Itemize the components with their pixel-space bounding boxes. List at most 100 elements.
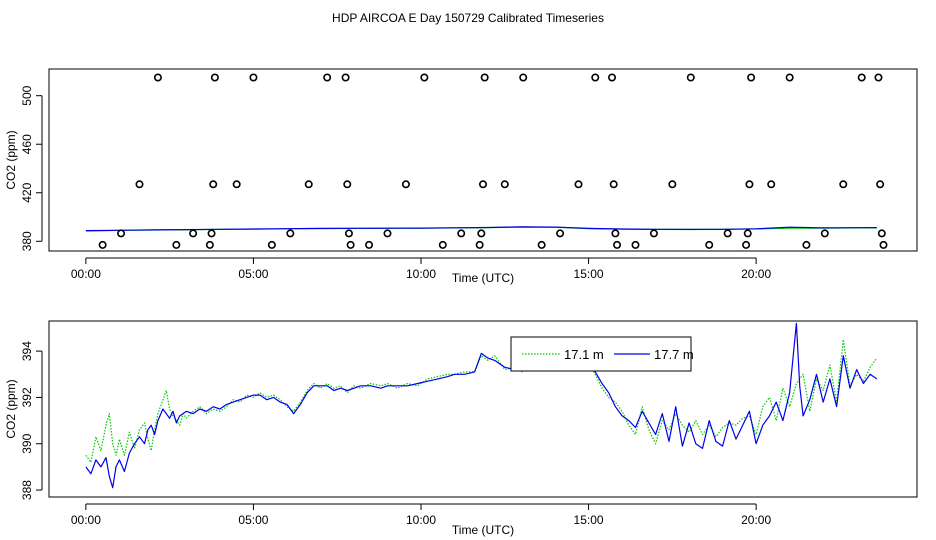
x-tick-label: 20:00 bbox=[741, 513, 771, 527]
calibration-point bbox=[611, 229, 620, 238]
x-tick-label: 10:00 bbox=[406, 513, 436, 527]
calibration-point bbox=[742, 240, 751, 249]
y-tick-label: 500 bbox=[20, 85, 34, 105]
chart-title: HDP AIRCOA E Day 150729 Calibrated Times… bbox=[332, 11, 604, 25]
series-line-1 bbox=[85, 322, 878, 489]
bottom-y-axis: 388 390 392 394 bbox=[20, 341, 43, 500]
calibration-point bbox=[135, 180, 144, 189]
calibration-point bbox=[232, 180, 241, 189]
calibration-point bbox=[420, 73, 429, 82]
x-tick-label: 00:00 bbox=[71, 513, 101, 527]
calibration-point bbox=[574, 180, 583, 189]
calibration-point bbox=[745, 180, 754, 189]
y-tick-label: 390 bbox=[20, 433, 34, 453]
calibration-point bbox=[457, 229, 466, 238]
calibration-point bbox=[477, 229, 486, 238]
calibration-point bbox=[500, 180, 509, 189]
calibration-point bbox=[519, 73, 528, 82]
legend-label-17-7: 17.7 m bbox=[654, 347, 694, 362]
calibration-point bbox=[210, 73, 219, 82]
calibration-point bbox=[478, 180, 487, 189]
calibration-point bbox=[343, 180, 352, 189]
calibration-point bbox=[438, 240, 447, 249]
y-tick-label: 388 bbox=[20, 480, 34, 500]
calibration-point bbox=[383, 229, 392, 238]
bottom-y-axis-title: CO2 (ppm) bbox=[4, 379, 18, 438]
calibration-point bbox=[98, 240, 107, 249]
calibration-point bbox=[839, 180, 848, 189]
calibration-point bbox=[879, 240, 888, 249]
calibration-point bbox=[323, 73, 332, 82]
top-calibration-points bbox=[98, 73, 888, 249]
calibration-point bbox=[613, 240, 622, 249]
calibration-point bbox=[480, 73, 489, 82]
calibration-point bbox=[857, 73, 866, 82]
top-series-lines bbox=[85, 226, 877, 232]
bottom-x-axis: 00:00 05:00 10:00 15:00 20:00 bbox=[71, 503, 771, 527]
x-tick-label: 05:00 bbox=[238, 513, 268, 527]
y-tick-label: 380 bbox=[20, 231, 34, 251]
calibration-point bbox=[286, 229, 295, 238]
calibration-point bbox=[207, 229, 216, 238]
bottom-legend: 17.1 m 17.7 m bbox=[510, 336, 694, 372]
calibration-point bbox=[189, 229, 198, 238]
x-tick-label: 00:00 bbox=[71, 267, 101, 281]
calibration-point bbox=[267, 240, 276, 249]
calibration-point bbox=[556, 229, 565, 238]
x-tick-label: 15:00 bbox=[574, 267, 604, 281]
x-tick-label: 05:00 bbox=[238, 267, 268, 281]
calibration-point bbox=[209, 180, 218, 189]
calibration-point bbox=[365, 240, 374, 249]
calibration-point bbox=[723, 229, 732, 238]
calibration-point bbox=[249, 73, 258, 82]
y-tick-label: 394 bbox=[20, 341, 34, 361]
calibration-point bbox=[874, 73, 883, 82]
top-y-axis-title: CO2 (ppm) bbox=[4, 130, 18, 189]
x-tick-label: 15:00 bbox=[574, 513, 604, 527]
calibration-point bbox=[767, 180, 776, 189]
y-tick-label: 420 bbox=[20, 182, 34, 202]
bottom-panel-timeseries: Time (UTC) CO2 (ppm) 00:00 05:00 10:00 15:0… bbox=[4, 320, 918, 537]
calibration-point bbox=[591, 73, 600, 82]
top-y-axis: 380 420 460 500 bbox=[20, 85, 43, 251]
calibration-point bbox=[820, 229, 829, 238]
calibration-point bbox=[304, 180, 313, 189]
calibration-point bbox=[785, 73, 794, 82]
top-panel-timeseries: Time (UTC) CO2 (ppm) 00:00 05:00 10:00 15:0… bbox=[4, 68, 918, 285]
bottom-plot-frame bbox=[48, 320, 918, 498]
calibration-point bbox=[649, 229, 658, 238]
calibration-point bbox=[631, 240, 640, 249]
calibration-point bbox=[172, 240, 181, 249]
calibration-point bbox=[344, 229, 353, 238]
calibration-point bbox=[608, 73, 617, 82]
top-x-axis: 00:00 05:00 10:00 15:00 20:00 bbox=[71, 257, 771, 281]
legend-label-17-1: 17.1 m bbox=[564, 347, 604, 362]
calibration-point bbox=[609, 180, 618, 189]
calibration-point bbox=[346, 240, 355, 249]
x-tick-label: 10:00 bbox=[406, 267, 436, 281]
x-tick-label: 20:00 bbox=[741, 267, 771, 281]
top-x-axis-title: Time (UTC) bbox=[452, 271, 514, 285]
calibration-point bbox=[341, 73, 350, 82]
y-tick-label: 392 bbox=[20, 387, 34, 407]
calibration-point bbox=[686, 73, 695, 82]
calibration-point bbox=[876, 180, 885, 189]
calibration-point bbox=[205, 240, 214, 249]
bottom-series-lines bbox=[85, 322, 878, 489]
bottom-x-axis-title: Time (UTC) bbox=[452, 523, 514, 537]
calibration-point bbox=[747, 73, 756, 82]
calibration-point bbox=[537, 240, 546, 249]
series-line-1 bbox=[85, 226, 877, 232]
calibration-point bbox=[475, 240, 484, 249]
calibration-point bbox=[877, 229, 886, 238]
series-line-0 bbox=[85, 336, 878, 463]
calibration-point bbox=[117, 229, 126, 238]
y-tick-label: 460 bbox=[20, 134, 34, 154]
calibration-point bbox=[153, 73, 162, 82]
top-plot-frame bbox=[48, 68, 918, 252]
calibration-point bbox=[668, 180, 677, 189]
calibration-point bbox=[401, 180, 410, 189]
calibration-point bbox=[705, 240, 714, 249]
calibration-point bbox=[802, 240, 811, 249]
